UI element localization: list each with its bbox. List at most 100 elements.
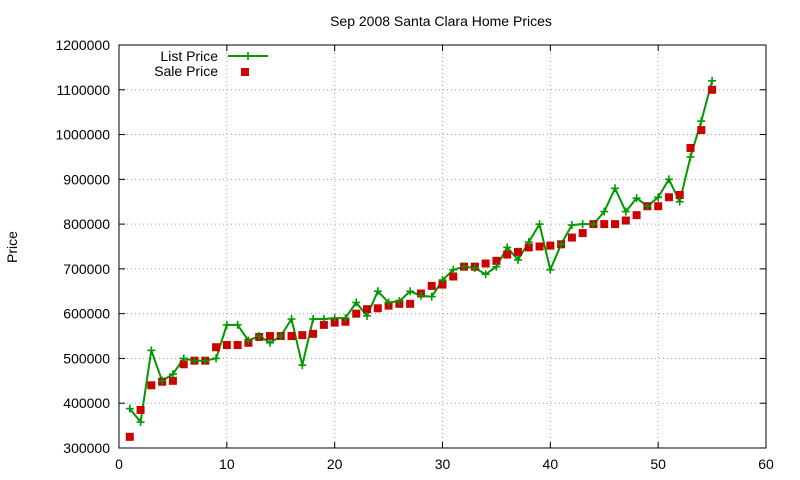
data-point-list-price xyxy=(524,238,533,247)
legend-label-sale-price: Sale Price xyxy=(154,63,218,79)
x-tick-label: 60 xyxy=(758,456,774,472)
data-point-list-price xyxy=(406,287,415,296)
data-point-sale-price xyxy=(632,211,641,220)
data-point-sale-price xyxy=(686,143,695,152)
data-point-sale-price xyxy=(675,191,684,200)
data-point-sale-price xyxy=(179,360,188,369)
data-point-list-price xyxy=(298,361,307,370)
x-tick-label: 40 xyxy=(543,456,559,472)
data-point-list-price xyxy=(265,338,274,347)
x-tick-label: 10 xyxy=(219,456,235,472)
legend-swatch-sale-price xyxy=(241,68,249,76)
data-point-list-price xyxy=(352,298,361,307)
data-point-list-price xyxy=(363,311,372,320)
data-point-list-price xyxy=(158,376,167,385)
data-point-list-price xyxy=(675,197,684,206)
data-point-list-price xyxy=(319,315,328,324)
data-point-list-price xyxy=(449,265,458,274)
legend: List Price Sale Price xyxy=(154,48,268,79)
data-point-list-price xyxy=(697,117,706,126)
data-point-list-price xyxy=(255,332,264,341)
chart-title: Sep 2008 Santa Clara Home Prices xyxy=(330,13,552,29)
y-tick-label: 600000 xyxy=(63,306,110,322)
data-point-list-price xyxy=(201,356,210,365)
data-point-sale-price xyxy=(319,320,328,329)
data-point-sale-price xyxy=(352,309,361,318)
x-tick-label: 30 xyxy=(435,456,451,472)
data-point-list-price xyxy=(567,221,576,230)
data-point-sale-price xyxy=(298,331,307,340)
data-point-list-price xyxy=(438,276,447,285)
data-point-sale-price xyxy=(233,341,242,350)
data-point-sale-price xyxy=(330,318,339,327)
data-point-sale-price xyxy=(708,85,717,94)
data-point-list-price xyxy=(621,207,630,216)
data-point-list-price xyxy=(244,336,253,345)
data-point-sale-price xyxy=(406,299,415,308)
legend-label-list-price: List Price xyxy=(160,48,218,64)
data-point-sale-price xyxy=(309,329,318,338)
y-tick-label: 500000 xyxy=(63,350,110,366)
data-point-sale-price xyxy=(168,376,177,385)
data-point-list-price xyxy=(179,354,188,363)
data-point-list-price xyxy=(503,243,512,252)
data-point-list-price xyxy=(546,265,555,274)
x-tick-label: 50 xyxy=(650,456,666,472)
data-point-list-price xyxy=(589,220,598,229)
y-tick-label: 300000 xyxy=(63,440,110,456)
data-point-list-price xyxy=(373,287,382,296)
y-tick-label: 900000 xyxy=(63,171,110,187)
data-point-sale-price xyxy=(697,126,706,135)
data-point-list-price xyxy=(330,314,339,323)
y-tick-label: 400000 xyxy=(63,395,110,411)
y-tick-label: 700000 xyxy=(63,261,110,277)
data-point-sale-price xyxy=(600,220,609,229)
y-tick-label: 1200000 xyxy=(55,37,110,53)
data-point-sale-price xyxy=(481,259,490,268)
data-point-list-price xyxy=(708,76,717,85)
data-point-sale-price xyxy=(438,280,447,289)
data-point-sale-price xyxy=(222,341,231,350)
legend-marker-list-price xyxy=(244,52,252,60)
legend-marker-sale-price xyxy=(241,68,249,76)
series-layer xyxy=(125,76,717,441)
data-point-sale-price xyxy=(621,216,630,225)
data-point-list-price xyxy=(222,320,231,329)
grid xyxy=(119,45,766,448)
data-point-sale-price xyxy=(578,229,587,238)
legend-swatch-list-price xyxy=(228,52,268,60)
data-point-list-price xyxy=(654,193,663,202)
data-point-sale-price xyxy=(373,304,382,313)
data-point-sale-price xyxy=(503,250,512,259)
data-point-list-price xyxy=(147,346,156,355)
data-point-list-price xyxy=(557,240,566,249)
data-point-sale-price xyxy=(363,305,372,314)
data-point-sale-price xyxy=(427,281,436,290)
data-point-list-price xyxy=(664,175,673,184)
data-point-sale-price xyxy=(287,332,296,341)
data-point-list-price xyxy=(416,291,425,300)
data-point-list-price xyxy=(492,262,501,271)
data-point-sale-price xyxy=(664,193,673,202)
data-point-list-price xyxy=(276,332,285,341)
data-point-sale-price xyxy=(147,381,156,390)
data-point-list-price xyxy=(535,220,544,229)
data-point-list-price xyxy=(341,314,350,323)
data-point-list-price xyxy=(384,298,393,307)
y-tick-label: 800000 xyxy=(63,216,110,232)
data-point-sale-price xyxy=(567,233,576,242)
x-tick-label: 20 xyxy=(327,456,343,472)
data-point-sale-price xyxy=(492,256,501,265)
data-point-list-price xyxy=(168,370,177,379)
y-axis-label: Price xyxy=(4,231,20,263)
data-point-list-price xyxy=(309,315,318,324)
data-point-list-price xyxy=(287,315,296,324)
data-point-list-price xyxy=(481,270,490,279)
data-point-list-price xyxy=(578,220,587,229)
data-point-list-price xyxy=(395,297,404,306)
data-point-list-price xyxy=(427,292,436,301)
data-point-sale-price xyxy=(524,243,533,252)
data-point-list-price xyxy=(632,194,641,203)
data-point-sale-price xyxy=(535,242,544,251)
